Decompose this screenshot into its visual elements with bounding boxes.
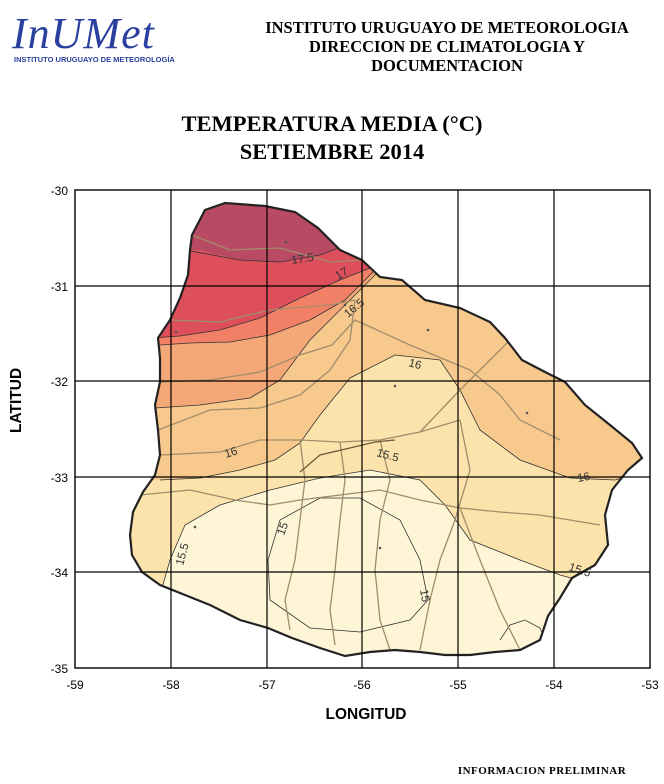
isoline-15 bbox=[267, 497, 429, 633]
y-tick-label: -34 bbox=[51, 566, 69, 580]
dept-line-artigas bbox=[191, 234, 363, 263]
dept-line-salto bbox=[169, 299, 356, 323]
map-title-line-2: SETIEMBRE 2014 bbox=[239, 139, 425, 164]
dept-line-sanjose bbox=[329, 441, 346, 646]
x-tick-label: -59 bbox=[66, 678, 84, 692]
dept-line-colonia bbox=[284, 439, 306, 631]
dept-line-rionegro bbox=[157, 299, 356, 431]
y-tick-label: -30 bbox=[51, 184, 69, 198]
map-title: TEMPERATURA MEDIA (°C) SETIEMBRE 2014 bbox=[0, 110, 664, 166]
department-boundaries bbox=[139, 234, 601, 651]
y-axis-label: LATITUD bbox=[8, 367, 25, 433]
isolines bbox=[149, 239, 642, 641]
station-dot bbox=[174, 330, 178, 334]
color-bands bbox=[130, 203, 642, 656]
map-title-line-1: TEMPERATURA MEDIA (°C) bbox=[181, 111, 483, 136]
x-tick-label: -57 bbox=[258, 678, 276, 692]
southeast-cool-patch bbox=[500, 620, 545, 648]
dept-line-canelones bbox=[374, 439, 391, 651]
contour-label: 15 bbox=[417, 588, 431, 603]
isoline-15-5 bbox=[159, 469, 616, 596]
station-dot bbox=[525, 411, 529, 415]
x-tick-label: -53 bbox=[641, 678, 659, 692]
station-dot bbox=[284, 240, 288, 244]
y-tick-label: -35 bbox=[51, 662, 69, 676]
contour-label: 16 bbox=[576, 471, 591, 485]
contour-labels: 17.5 17 16.5 16 16 16 15.5 15.5 15.5 15 … bbox=[174, 252, 592, 603]
x-tick-label: -56 bbox=[353, 678, 371, 692]
rincon-del-bonete bbox=[299, 439, 396, 473]
map-grid: -59 -58 -57 -56 -55 -54 -53 -30 -31 -32 … bbox=[51, 184, 659, 692]
dept-line-durazno bbox=[159, 419, 461, 456]
isoline-16-5 bbox=[159, 269, 376, 346]
dept-line-paysandu bbox=[159, 319, 356, 383]
country-boundary bbox=[128, 201, 644, 658]
dept-line-florida bbox=[139, 489, 601, 526]
y-tick-label: -32 bbox=[51, 375, 69, 389]
station-dot bbox=[343, 303, 347, 307]
y-tick-label: -33 bbox=[51, 471, 69, 485]
station-dot bbox=[193, 525, 197, 529]
station-dot bbox=[426, 328, 430, 332]
station-dot bbox=[393, 384, 397, 388]
contour-label: 16 bbox=[407, 357, 422, 372]
logo-subtitle: INSTITUTO URUGUAYO DE METEOROLOGÍA bbox=[14, 55, 175, 64]
y-tick-label: -31 bbox=[51, 280, 69, 294]
contour-label: 15.5 bbox=[375, 447, 400, 464]
contour-label: 17 bbox=[334, 266, 351, 283]
dept-line-lavalleja bbox=[419, 419, 471, 651]
dept-line-tacuarembo bbox=[354, 319, 561, 441]
isoline-16-a bbox=[154, 269, 381, 409]
contour-label: 17.5 bbox=[291, 252, 315, 267]
dept-line-rocha bbox=[459, 507, 521, 651]
station-dot bbox=[378, 546, 382, 550]
header: InUMet INSTITUTO URUGUAYO DE METEOROLOGÍ… bbox=[0, 0, 664, 75]
x-tick-label: -55 bbox=[449, 678, 467, 692]
x-tick-label: -54 bbox=[545, 678, 563, 692]
institute-line-1: INSTITUTO URUGUAYO DE METEOROLOGIA bbox=[265, 18, 629, 37]
inumet-logo: InUMet INSTITUTO URUGUAYO DE METEOROLOGÍ… bbox=[12, 9, 212, 66]
x-tick-label: -58 bbox=[162, 678, 180, 692]
isoline-17-5 bbox=[184, 239, 361, 263]
preliminary-note: INFORMACION PRELIMINAR bbox=[457, 765, 627, 777]
isoline-16-b bbox=[159, 354, 642, 481]
contour-label: 15.5 bbox=[174, 542, 191, 567]
x-axis-label: LONGITUD bbox=[325, 706, 407, 723]
isoline-17 bbox=[149, 267, 371, 339]
contour-label: 15 bbox=[276, 521, 292, 537]
grid-lines bbox=[75, 190, 650, 668]
contour-label: 16 bbox=[223, 445, 239, 460]
institute-line-2: DIRECCION DE CLIMATOLOGIA Y DOCUMENTACIO… bbox=[308, 37, 586, 75]
station-markers bbox=[174, 240, 529, 550]
logo-wordmark: InUMet bbox=[12, 9, 155, 58]
institute-heading: INSTITUTO URUGUAYO DE METEOROLOGIA DIREC… bbox=[232, 18, 662, 75]
